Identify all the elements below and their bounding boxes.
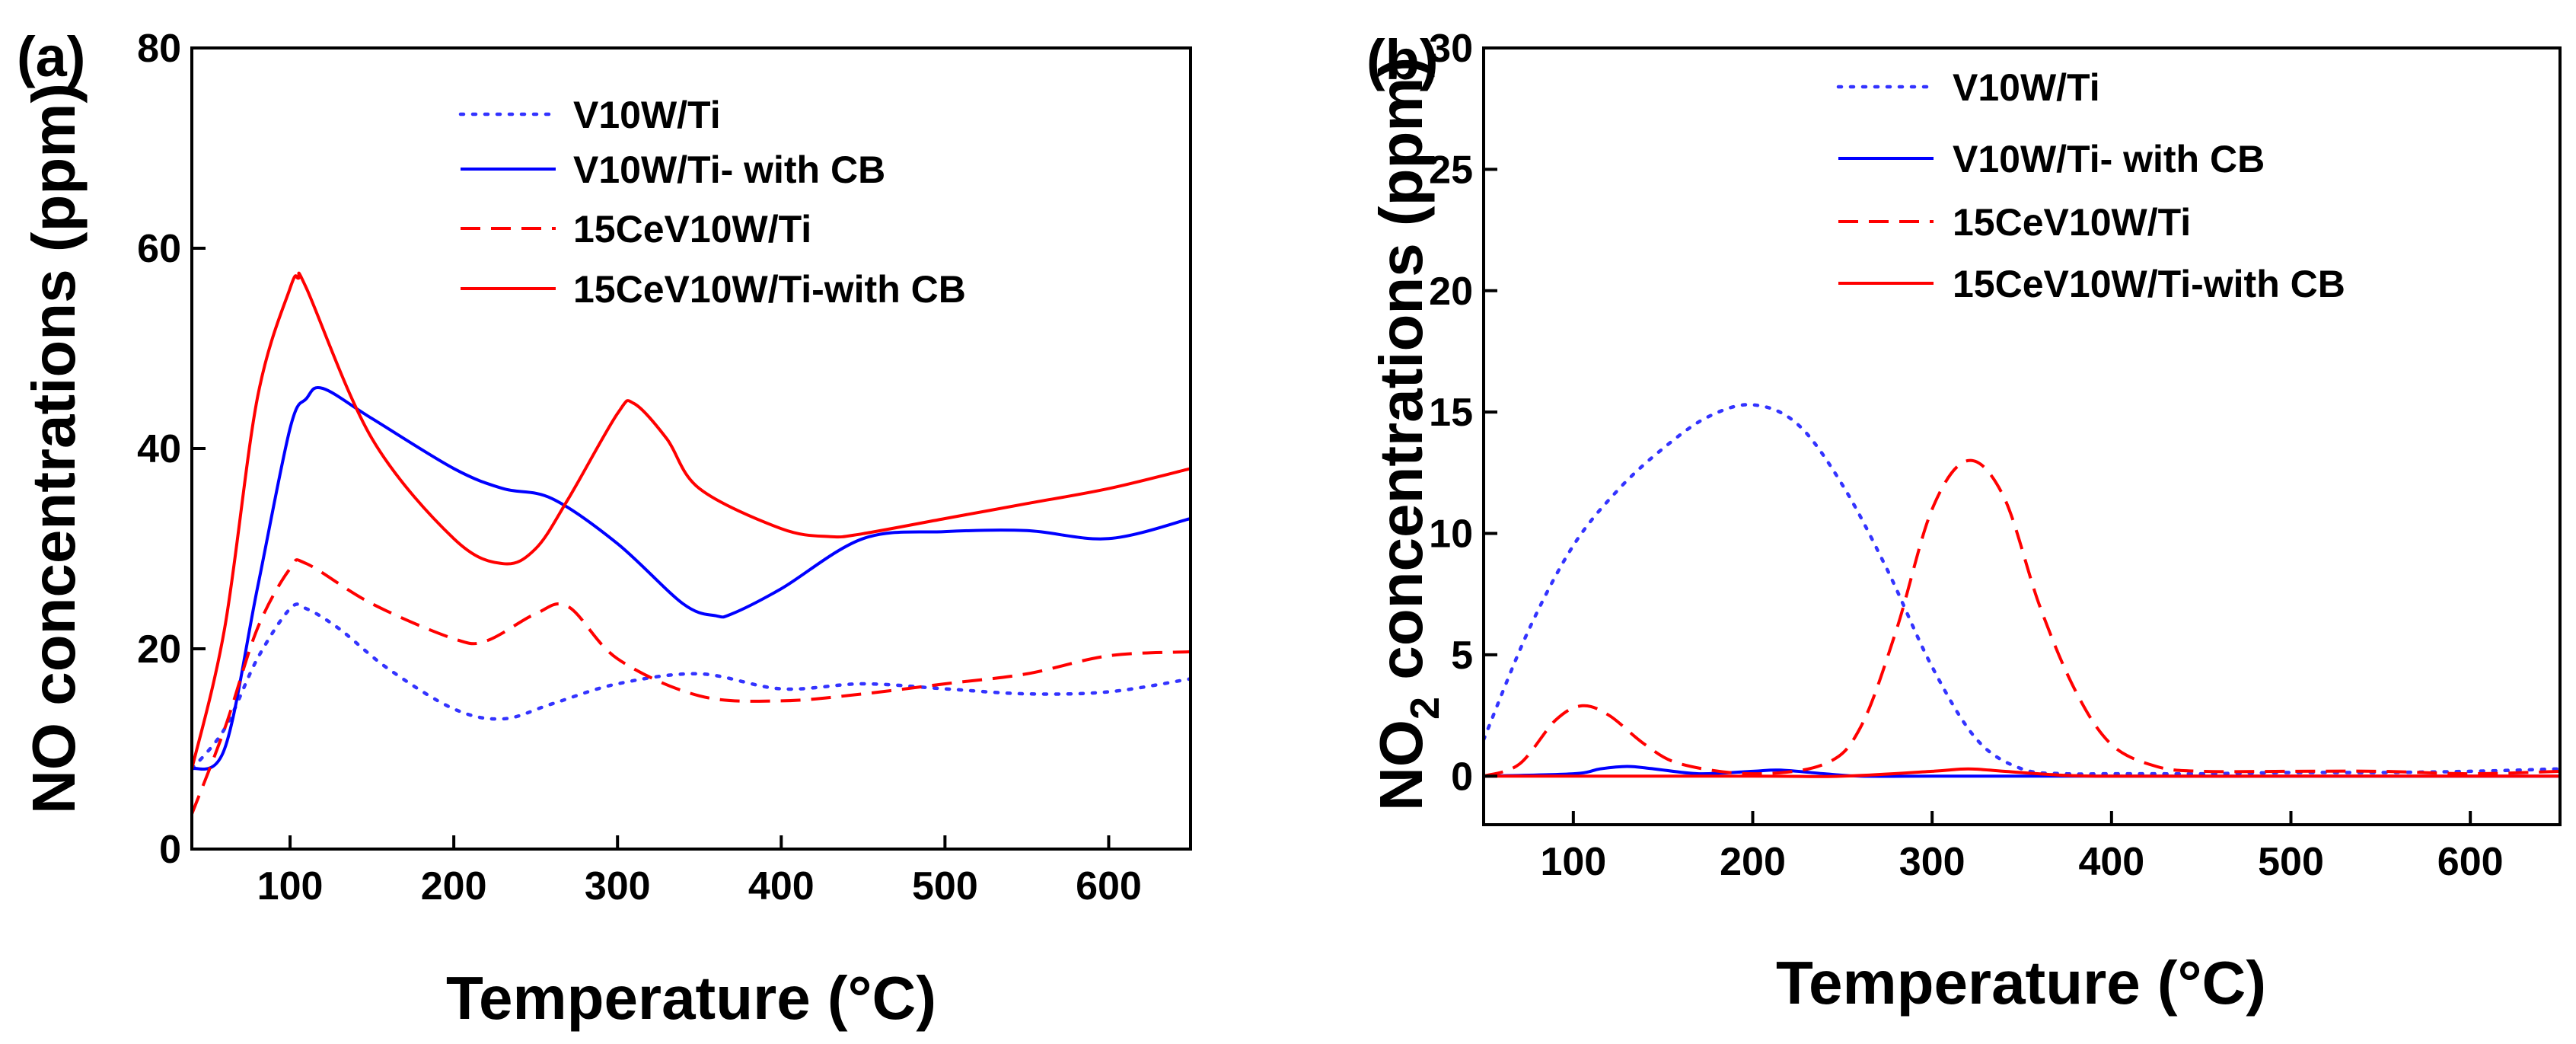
legend-label-b-v10w-cb: V10W/Ti- with CB bbox=[1953, 138, 2265, 180]
y-tick-label-b: 20 bbox=[1429, 270, 1473, 314]
y-tick-label-a: 0 bbox=[159, 828, 181, 872]
y-tick-label-b: 10 bbox=[1429, 512, 1473, 557]
y-axis-title-b-sub: 2 bbox=[1402, 697, 1448, 720]
panel-label-b: (b) bbox=[1366, 28, 1439, 91]
y-tick-label-a: 40 bbox=[137, 427, 181, 471]
legend-label-a-ce-cb: 15CeV10W/Ti-with CB bbox=[573, 268, 966, 311]
x-axis-title-b: Temperature (°C) bbox=[1776, 949, 2266, 1017]
y-tick-label-b: 30 bbox=[1429, 27, 1473, 71]
y-axis-title-b-main: NO bbox=[1367, 720, 1435, 811]
tick-layer-b: 100 200 300 400 500 600 0 5 10 15 20 25 30 bbox=[1429, 27, 2503, 884]
x-tick-label-a: 600 bbox=[1076, 864, 1142, 908]
y-tick-label-a: 80 bbox=[137, 27, 181, 71]
series-line-b-2 bbox=[1484, 458, 2560, 778]
legend-label-a-ce: 15CeV10W/Ti bbox=[573, 208, 811, 251]
series-line-b-3 bbox=[1484, 767, 2560, 778]
series-line-a-1 bbox=[192, 386, 1191, 771]
series-layer-a bbox=[192, 271, 1191, 815]
y-axis-title-b: NO2 concentrations (ppm) bbox=[1367, 57, 1448, 811]
legend-label-a-v10w: V10W/Ti bbox=[573, 94, 721, 136]
y-tick-label-a: 60 bbox=[137, 227, 181, 271]
tick-layer-a: 100 200 300 400 500 600 0 20 40 60 80 bbox=[137, 27, 1142, 908]
y-tick-label-b: 25 bbox=[1429, 148, 1473, 192]
y-axis-title-b-tail: concentrations (ppm) bbox=[1367, 57, 1435, 697]
y-tick-label-b: 15 bbox=[1429, 391, 1473, 435]
plot-frame-b bbox=[1482, 46, 2562, 826]
y-tick-label-b: 5 bbox=[1451, 634, 1473, 678]
y-tick-label-b: 0 bbox=[1451, 755, 1473, 799]
legend-b: V10W/Ti V10W/Ti- with CB 15CeV10W/Ti 15C… bbox=[1836, 66, 2345, 305]
x-tick-label-b: 400 bbox=[2078, 840, 2144, 884]
y-tick-label-a: 20 bbox=[137, 627, 181, 672]
panel-b: (b) 100 200 300 400 500 600 0 5 10 15 20 25 30 Tempe… bbox=[1366, 27, 2562, 1017]
panel-a: (a) 100 200 300 400 500 600 0 20 40 60 80 Temperat… bbox=[17, 25, 1192, 1032]
x-tick-label-a: 200 bbox=[421, 864, 487, 908]
legend-label-a-v10w-cb: V10W/Ti- with CB bbox=[573, 148, 885, 191]
x-tick-label-b: 500 bbox=[2258, 840, 2324, 884]
legend-label-b-ce-cb: 15CeV10W/Ti-with CB bbox=[1953, 263, 2345, 305]
series-line-b-0 bbox=[1484, 403, 2560, 776]
x-tick-label-a: 300 bbox=[585, 864, 651, 908]
x-tick-label-a: 100 bbox=[257, 864, 324, 908]
series-layer-b bbox=[1484, 403, 2560, 778]
legend-a: V10W/Ti V10W/Ti- with CB 15CeV10W/Ti 15C… bbox=[458, 94, 966, 311]
x-tick-label-b: 200 bbox=[1720, 840, 1786, 884]
legend-label-b-ce: 15CeV10W/Ti bbox=[1953, 201, 2191, 244]
y-axis-title-a: NO concentrations (ppm) bbox=[20, 83, 88, 814]
x-tick-label-b: 100 bbox=[1540, 840, 1606, 884]
x-axis-title-a: Temperature (°C) bbox=[446, 964, 936, 1032]
x-tick-label-b: 300 bbox=[1899, 840, 1965, 884]
series-line-a-3 bbox=[192, 271, 1191, 770]
panel-label-a: (a) bbox=[17, 25, 85, 88]
x-tick-label-a: 500 bbox=[912, 864, 978, 908]
x-tick-label-a: 400 bbox=[748, 864, 815, 908]
x-tick-label-b: 600 bbox=[2437, 840, 2504, 884]
legend-label-b-v10w: V10W/Ti bbox=[1953, 66, 2100, 109]
series-line-a-0 bbox=[192, 602, 1191, 771]
series-line-a-2 bbox=[192, 558, 1191, 815]
